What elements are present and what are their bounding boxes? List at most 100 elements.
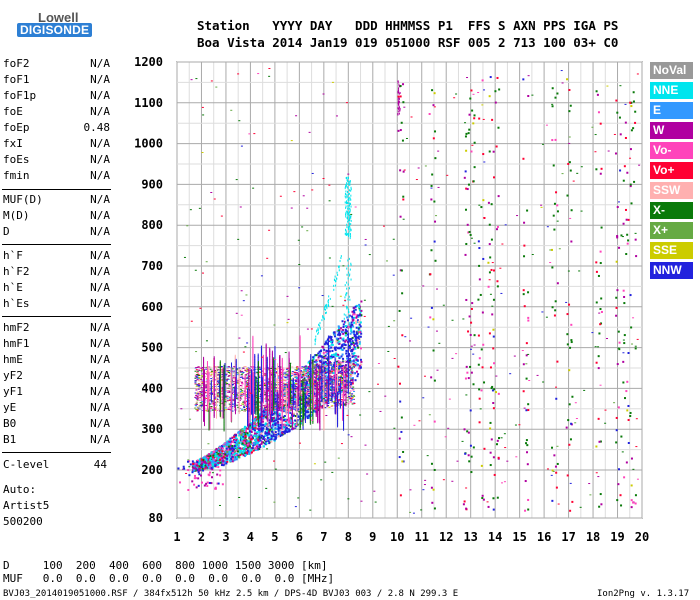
echo-point bbox=[276, 424, 279, 427]
logo-lowell: Lowell bbox=[38, 10, 79, 25]
echo-point bbox=[226, 452, 229, 455]
echo-point bbox=[248, 404, 251, 406]
echo-point bbox=[202, 465, 205, 468]
echo-point bbox=[236, 382, 239, 384]
echo-point bbox=[286, 384, 289, 386]
echo-point bbox=[239, 385, 242, 387]
echo-point bbox=[265, 442, 268, 445]
echo-point bbox=[337, 337, 340, 340]
echo-point bbox=[237, 454, 240, 457]
echo-point bbox=[274, 400, 277, 403]
echo-point bbox=[319, 361, 322, 364]
echo-point bbox=[210, 462, 213, 465]
echo-point bbox=[342, 332, 345, 335]
echo-point bbox=[320, 387, 323, 390]
echo-point bbox=[259, 436, 262, 439]
echo-point bbox=[232, 375, 235, 377]
echo-point bbox=[246, 450, 249, 453]
echo-point bbox=[229, 449, 232, 452]
echo-point bbox=[243, 449, 246, 452]
echo-point bbox=[248, 400, 251, 402]
param-value: N/A bbox=[90, 89, 110, 102]
echo-point bbox=[313, 395, 316, 397]
x-tick-label: 6 bbox=[296, 530, 303, 544]
echo-point bbox=[339, 364, 342, 366]
echo-point bbox=[326, 352, 329, 355]
echo-point bbox=[326, 384, 329, 386]
echo-point bbox=[239, 381, 242, 383]
echo-point bbox=[283, 415, 286, 418]
echo-point bbox=[233, 459, 236, 462]
echo-point bbox=[314, 381, 317, 384]
echo-point bbox=[274, 378, 277, 380]
echo-point bbox=[199, 391, 202, 393]
echo-point bbox=[351, 370, 354, 372]
echo-point bbox=[242, 446, 245, 449]
echo-point bbox=[280, 407, 283, 410]
param-row-3-3: yF2 N/A bbox=[3, 369, 110, 382]
echo-point bbox=[222, 443, 225, 446]
echo-point bbox=[353, 344, 356, 347]
echo-point bbox=[333, 364, 336, 367]
echo-point bbox=[348, 323, 351, 326]
echo-point bbox=[226, 441, 229, 444]
echo-point bbox=[195, 402, 198, 404]
echo-point bbox=[237, 455, 240, 458]
echo-point bbox=[299, 410, 302, 412]
echo-point bbox=[357, 341, 360, 344]
echo-point bbox=[346, 355, 349, 358]
echo-point bbox=[219, 458, 222, 461]
echo-point bbox=[197, 373, 200, 375]
echo-point bbox=[214, 459, 217, 462]
echo-point bbox=[198, 374, 201, 376]
echo-point bbox=[357, 336, 360, 339]
echo-point bbox=[349, 365, 352, 367]
echo-point bbox=[196, 397, 199, 399]
echo-point bbox=[280, 434, 283, 437]
echo-point bbox=[321, 406, 324, 409]
echo-point bbox=[262, 427, 265, 430]
echo-point bbox=[253, 402, 256, 404]
echo-point bbox=[233, 453, 236, 456]
echo-point bbox=[282, 433, 285, 436]
echo-point bbox=[283, 426, 286, 429]
echo-point bbox=[325, 349, 328, 352]
echo-point bbox=[350, 330, 353, 333]
echo-point bbox=[216, 384, 219, 386]
echo-point bbox=[346, 399, 349, 401]
echo-point bbox=[234, 443, 237, 446]
param-value: N/A bbox=[90, 169, 110, 182]
echo-point bbox=[280, 416, 283, 419]
echo-point bbox=[194, 377, 197, 379]
echo-point bbox=[328, 340, 331, 343]
echo-point bbox=[349, 332, 352, 335]
x-tick-label: 8 bbox=[345, 530, 352, 544]
echo-point bbox=[222, 454, 225, 457]
echo-point bbox=[259, 395, 262, 397]
echo-point bbox=[195, 394, 198, 396]
echo-point bbox=[296, 368, 299, 370]
echo-point bbox=[359, 358, 362, 361]
echo-point bbox=[352, 379, 355, 381]
echo-point bbox=[324, 341, 327, 344]
echo-point bbox=[307, 398, 310, 400]
echo-point bbox=[357, 315, 360, 318]
param-row-3-5: yE N/A bbox=[3, 401, 110, 414]
echo-point bbox=[350, 338, 353, 341]
echo-point bbox=[196, 397, 199, 399]
echo-point bbox=[320, 365, 323, 367]
echo-point bbox=[346, 391, 349, 393]
echo-point bbox=[339, 346, 342, 349]
echo-point bbox=[263, 438, 266, 441]
echo-point bbox=[336, 330, 339, 333]
echo-point bbox=[201, 467, 204, 470]
echo-point bbox=[298, 382, 301, 385]
echo-point bbox=[349, 395, 352, 397]
echo-point bbox=[274, 437, 277, 440]
echo-point bbox=[249, 372, 252, 374]
echo-point bbox=[353, 313, 356, 316]
echo-point bbox=[314, 365, 317, 367]
echo-point bbox=[291, 380, 294, 383]
echo-point bbox=[217, 369, 220, 371]
echo-point bbox=[262, 408, 265, 410]
